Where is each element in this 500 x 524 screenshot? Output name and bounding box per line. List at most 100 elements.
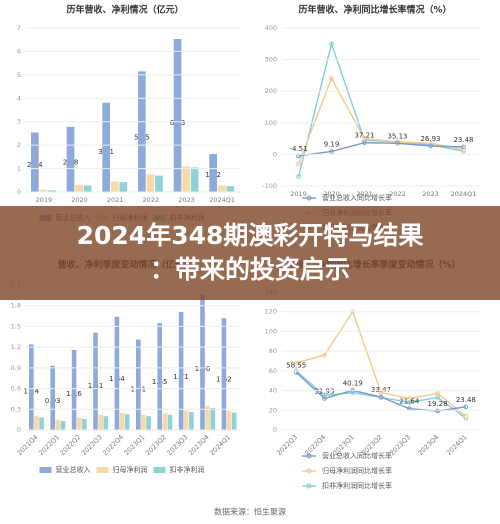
- x-tick-label: 2022Q4: [101, 433, 125, 457]
- source: 数据来源：恒生聚源: [214, 507, 286, 517]
- x-tick-label: 2022: [143, 196, 160, 204]
- bar: [226, 186, 235, 192]
- bar: [48, 190, 56, 192]
- bar: [119, 412, 125, 430]
- bar: [98, 414, 103, 430]
- data-label: -4.51: [289, 145, 307, 153]
- bar: [210, 407, 216, 430]
- y-tick-label: 2: [17, 141, 21, 149]
- data-label: 9.19: [324, 140, 340, 148]
- x-tick-label: 2022Q3: [275, 433, 299, 457]
- bar: [189, 412, 194, 430]
- x-tick-label: 2020: [71, 196, 88, 204]
- legend-label: 归母净利润同比增长率: [322, 466, 392, 475]
- y-tick-label: 3: [17, 118, 21, 126]
- bar: [146, 416, 151, 430]
- bar: [124, 414, 130, 430]
- bar: [110, 181, 119, 192]
- y-tick-label: 5: [17, 71, 21, 79]
- bar: [146, 174, 155, 192]
- x-tick-label: 2023: [422, 190, 439, 198]
- legend-swatch: [153, 467, 166, 473]
- x-tick-label: 2024Q1: [209, 196, 235, 204]
- x-tick-label: 2023Q4: [187, 433, 211, 457]
- x-tick-label: 2019: [36, 196, 53, 204]
- x-tick-label: 2023Q3: [388, 433, 412, 457]
- x-tick-label: 2023Q4: [417, 433, 441, 457]
- data-label: 23.48: [453, 136, 473, 144]
- x-tick-label: 2023Q1: [123, 433, 147, 457]
- data-label: 35.13: [387, 132, 407, 140]
- bar: [217, 185, 226, 192]
- y-tick-label: 300: [265, 56, 277, 64]
- legend-swatch: [96, 467, 109, 473]
- y-tick-label: 1.2: [11, 343, 21, 351]
- y-tick-label: 0.3: [11, 405, 21, 413]
- x-tick-label: 2024Q1: [451, 190, 477, 198]
- bar: [141, 414, 146, 430]
- x-tick-label: 2023Q3: [165, 433, 189, 457]
- bar: [135, 339, 141, 430]
- bar: [226, 410, 232, 430]
- bar: [93, 332, 98, 430]
- x-tick-label: 2023Q2: [144, 433, 168, 457]
- x-tick-label: 2022Q2: [58, 433, 82, 457]
- y-tick-label: 7: [17, 24, 21, 32]
- bar: [71, 349, 77, 430]
- bar: [209, 154, 218, 192]
- x-tick-label: 2021: [356, 190, 373, 198]
- legend-label: 扣非净利润: [170, 465, 205, 474]
- bar: [39, 189, 48, 192]
- y-tick-label: 0.6: [11, 385, 21, 393]
- legend-label: 营业总收入: [56, 465, 91, 474]
- bar: [50, 365, 56, 430]
- data-label: 31.93: [314, 388, 334, 396]
- y-tick-label: 400: [265, 24, 277, 32]
- legend-label: 营业总收入同比增长率: [322, 451, 392, 460]
- x-tick-label: 2022Q1: [37, 433, 61, 457]
- y-tick-label: 1.8: [11, 302, 21, 310]
- bar: [75, 184, 83, 192]
- y-tick-label: 120: [265, 308, 277, 316]
- line: [298, 141, 464, 157]
- line: [297, 76, 464, 165]
- y-tick-label: 6: [17, 47, 21, 55]
- legend-swatch: [39, 467, 52, 473]
- bar: [155, 175, 163, 192]
- y-tick-label: -100: [262, 182, 277, 190]
- y-tick-label: 60: [269, 367, 277, 375]
- bar: [167, 414, 173, 430]
- bar: [183, 410, 189, 430]
- banner: 2024年348期澳彩开特马结果 ：带来的投资启示: [0, 206, 500, 300]
- bar: [178, 311, 184, 430]
- bar: [34, 416, 39, 430]
- y-tick-label: 1: [17, 165, 21, 173]
- data-label: 19.28: [428, 400, 448, 408]
- bar: [102, 102, 111, 192]
- bar: [137, 71, 146, 192]
- data-label: 37.21: [354, 132, 374, 140]
- data-label: 21.64: [399, 398, 420, 406]
- bar: [28, 344, 34, 430]
- legend-label: 归母净利润: [113, 465, 148, 474]
- data-label: 58.55: [286, 361, 306, 369]
- x-tick-label: 2023: [178, 196, 195, 204]
- line: [295, 371, 466, 412]
- y-tick-label: 0.9: [11, 364, 21, 372]
- bar: [39, 417, 44, 430]
- banner-line: 2024年348期澳彩开特马结果: [76, 221, 424, 250]
- bar: [182, 166, 190, 192]
- bar: [205, 405, 210, 430]
- bar: [231, 412, 237, 430]
- bar: [103, 416, 109, 430]
- x-tick-label: 2022Q3: [80, 433, 104, 457]
- bar: [119, 182, 128, 192]
- y-tick-label: 20: [269, 406, 277, 414]
- y-tick-label: 1.5: [11, 322, 21, 330]
- legend-label: 扣非净利润同比增长率: [322, 481, 392, 490]
- bar: [114, 316, 120, 430]
- y-tick-label: 0: [17, 426, 21, 434]
- data-label: 26.93: [420, 135, 440, 143]
- bar: [162, 413, 168, 430]
